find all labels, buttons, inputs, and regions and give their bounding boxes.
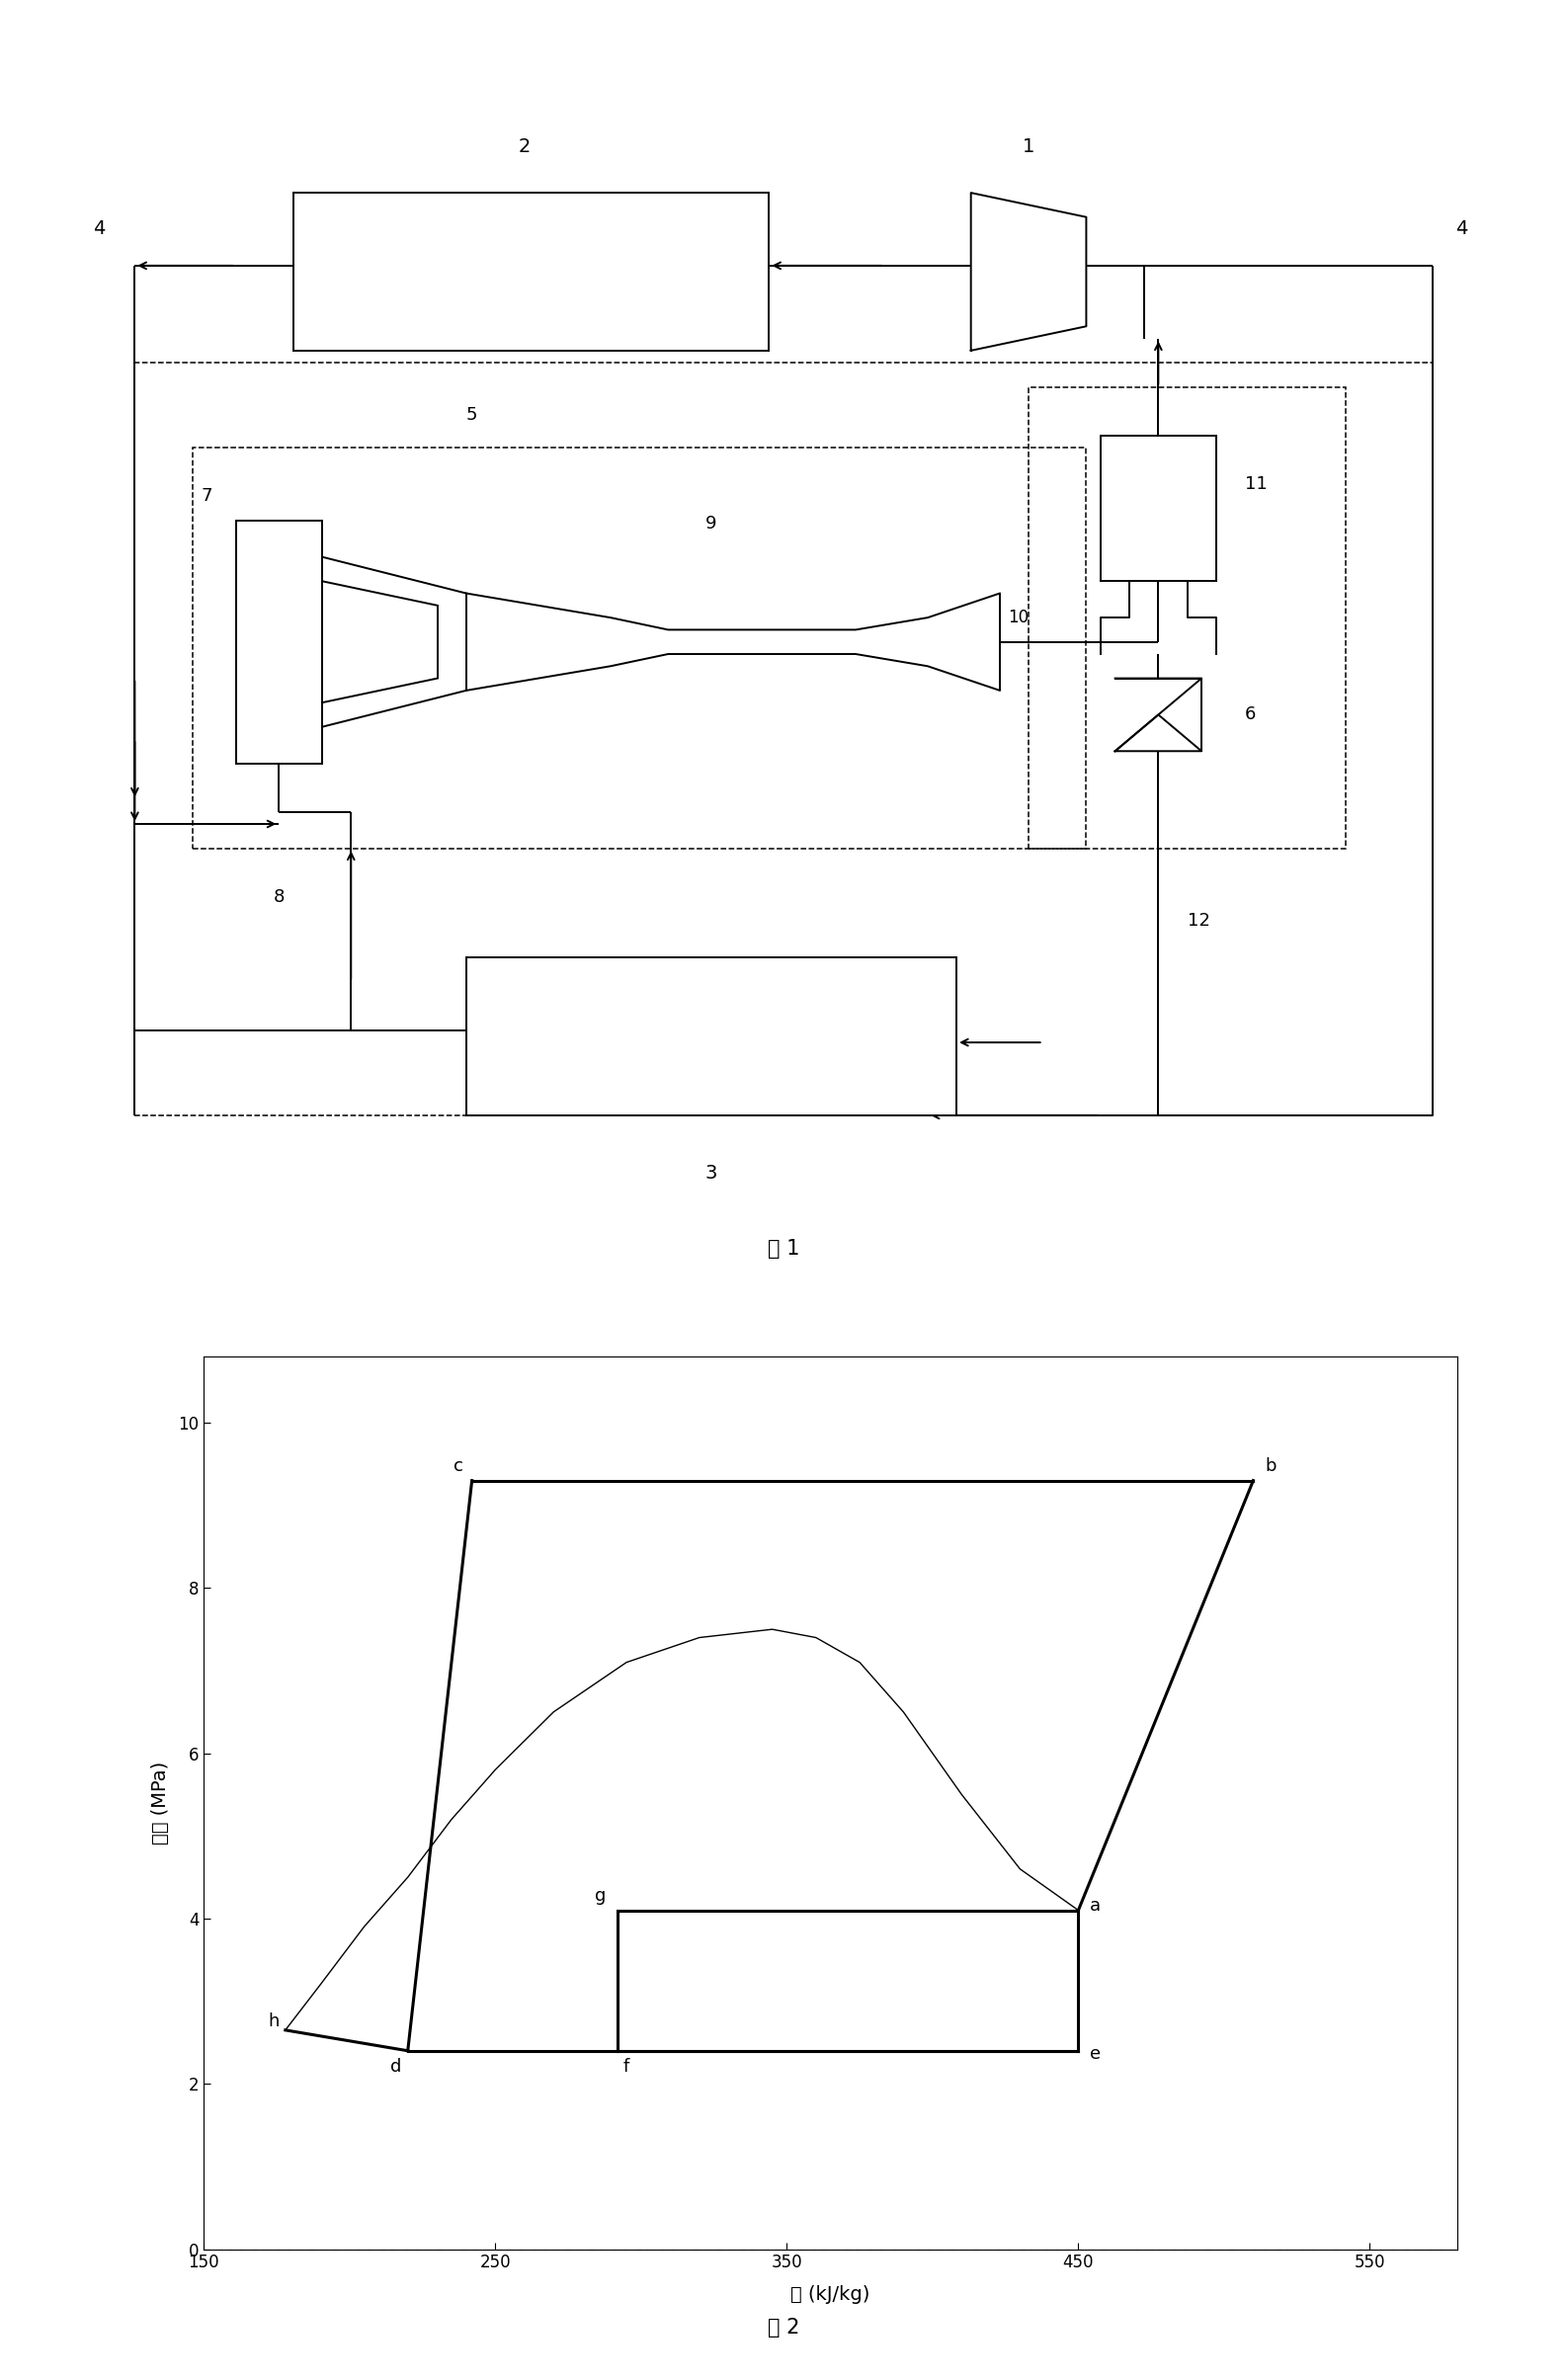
Text: 2: 2: [517, 138, 530, 157]
Text: 图 1: 图 1: [768, 1240, 799, 1259]
Text: 11: 11: [1244, 476, 1268, 493]
Text: f: f: [624, 2059, 630, 2075]
Text: 6: 6: [1244, 707, 1257, 724]
Text: 4: 4: [92, 219, 105, 238]
X-axis label: 焓 (kJ/kg): 焓 (kJ/kg): [791, 2285, 870, 2304]
Text: 8: 8: [273, 888, 285, 907]
Bar: [235, 521, 323, 764]
Text: 5: 5: [467, 405, 478, 424]
Bar: [467, 957, 956, 1116]
Text: d: d: [390, 2059, 403, 2075]
Text: b: b: [1265, 1457, 1276, 1476]
Bar: [293, 193, 769, 350]
Bar: [135, 362, 1432, 1116]
Polygon shape: [972, 193, 1086, 350]
Text: 4: 4: [1454, 219, 1467, 238]
Text: 10: 10: [1008, 609, 1028, 626]
Text: 3: 3: [705, 1164, 718, 1183]
Text: 12: 12: [1188, 912, 1210, 931]
Bar: [1100, 436, 1216, 581]
Text: g: g: [595, 1887, 606, 1904]
Bar: [193, 447, 1086, 847]
Bar: [1028, 388, 1346, 847]
Text: 图 2: 图 2: [768, 2318, 799, 2337]
Text: 1: 1: [1022, 138, 1034, 157]
Text: a: a: [1091, 1897, 1102, 1914]
Text: e: e: [1091, 2044, 1102, 2063]
Y-axis label: 压力 (MPa): 压力 (MPa): [150, 1761, 169, 1845]
Text: 9: 9: [705, 514, 718, 533]
Text: c: c: [453, 1457, 464, 1476]
Text: 7: 7: [201, 488, 213, 505]
Text: h: h: [268, 2011, 279, 2030]
